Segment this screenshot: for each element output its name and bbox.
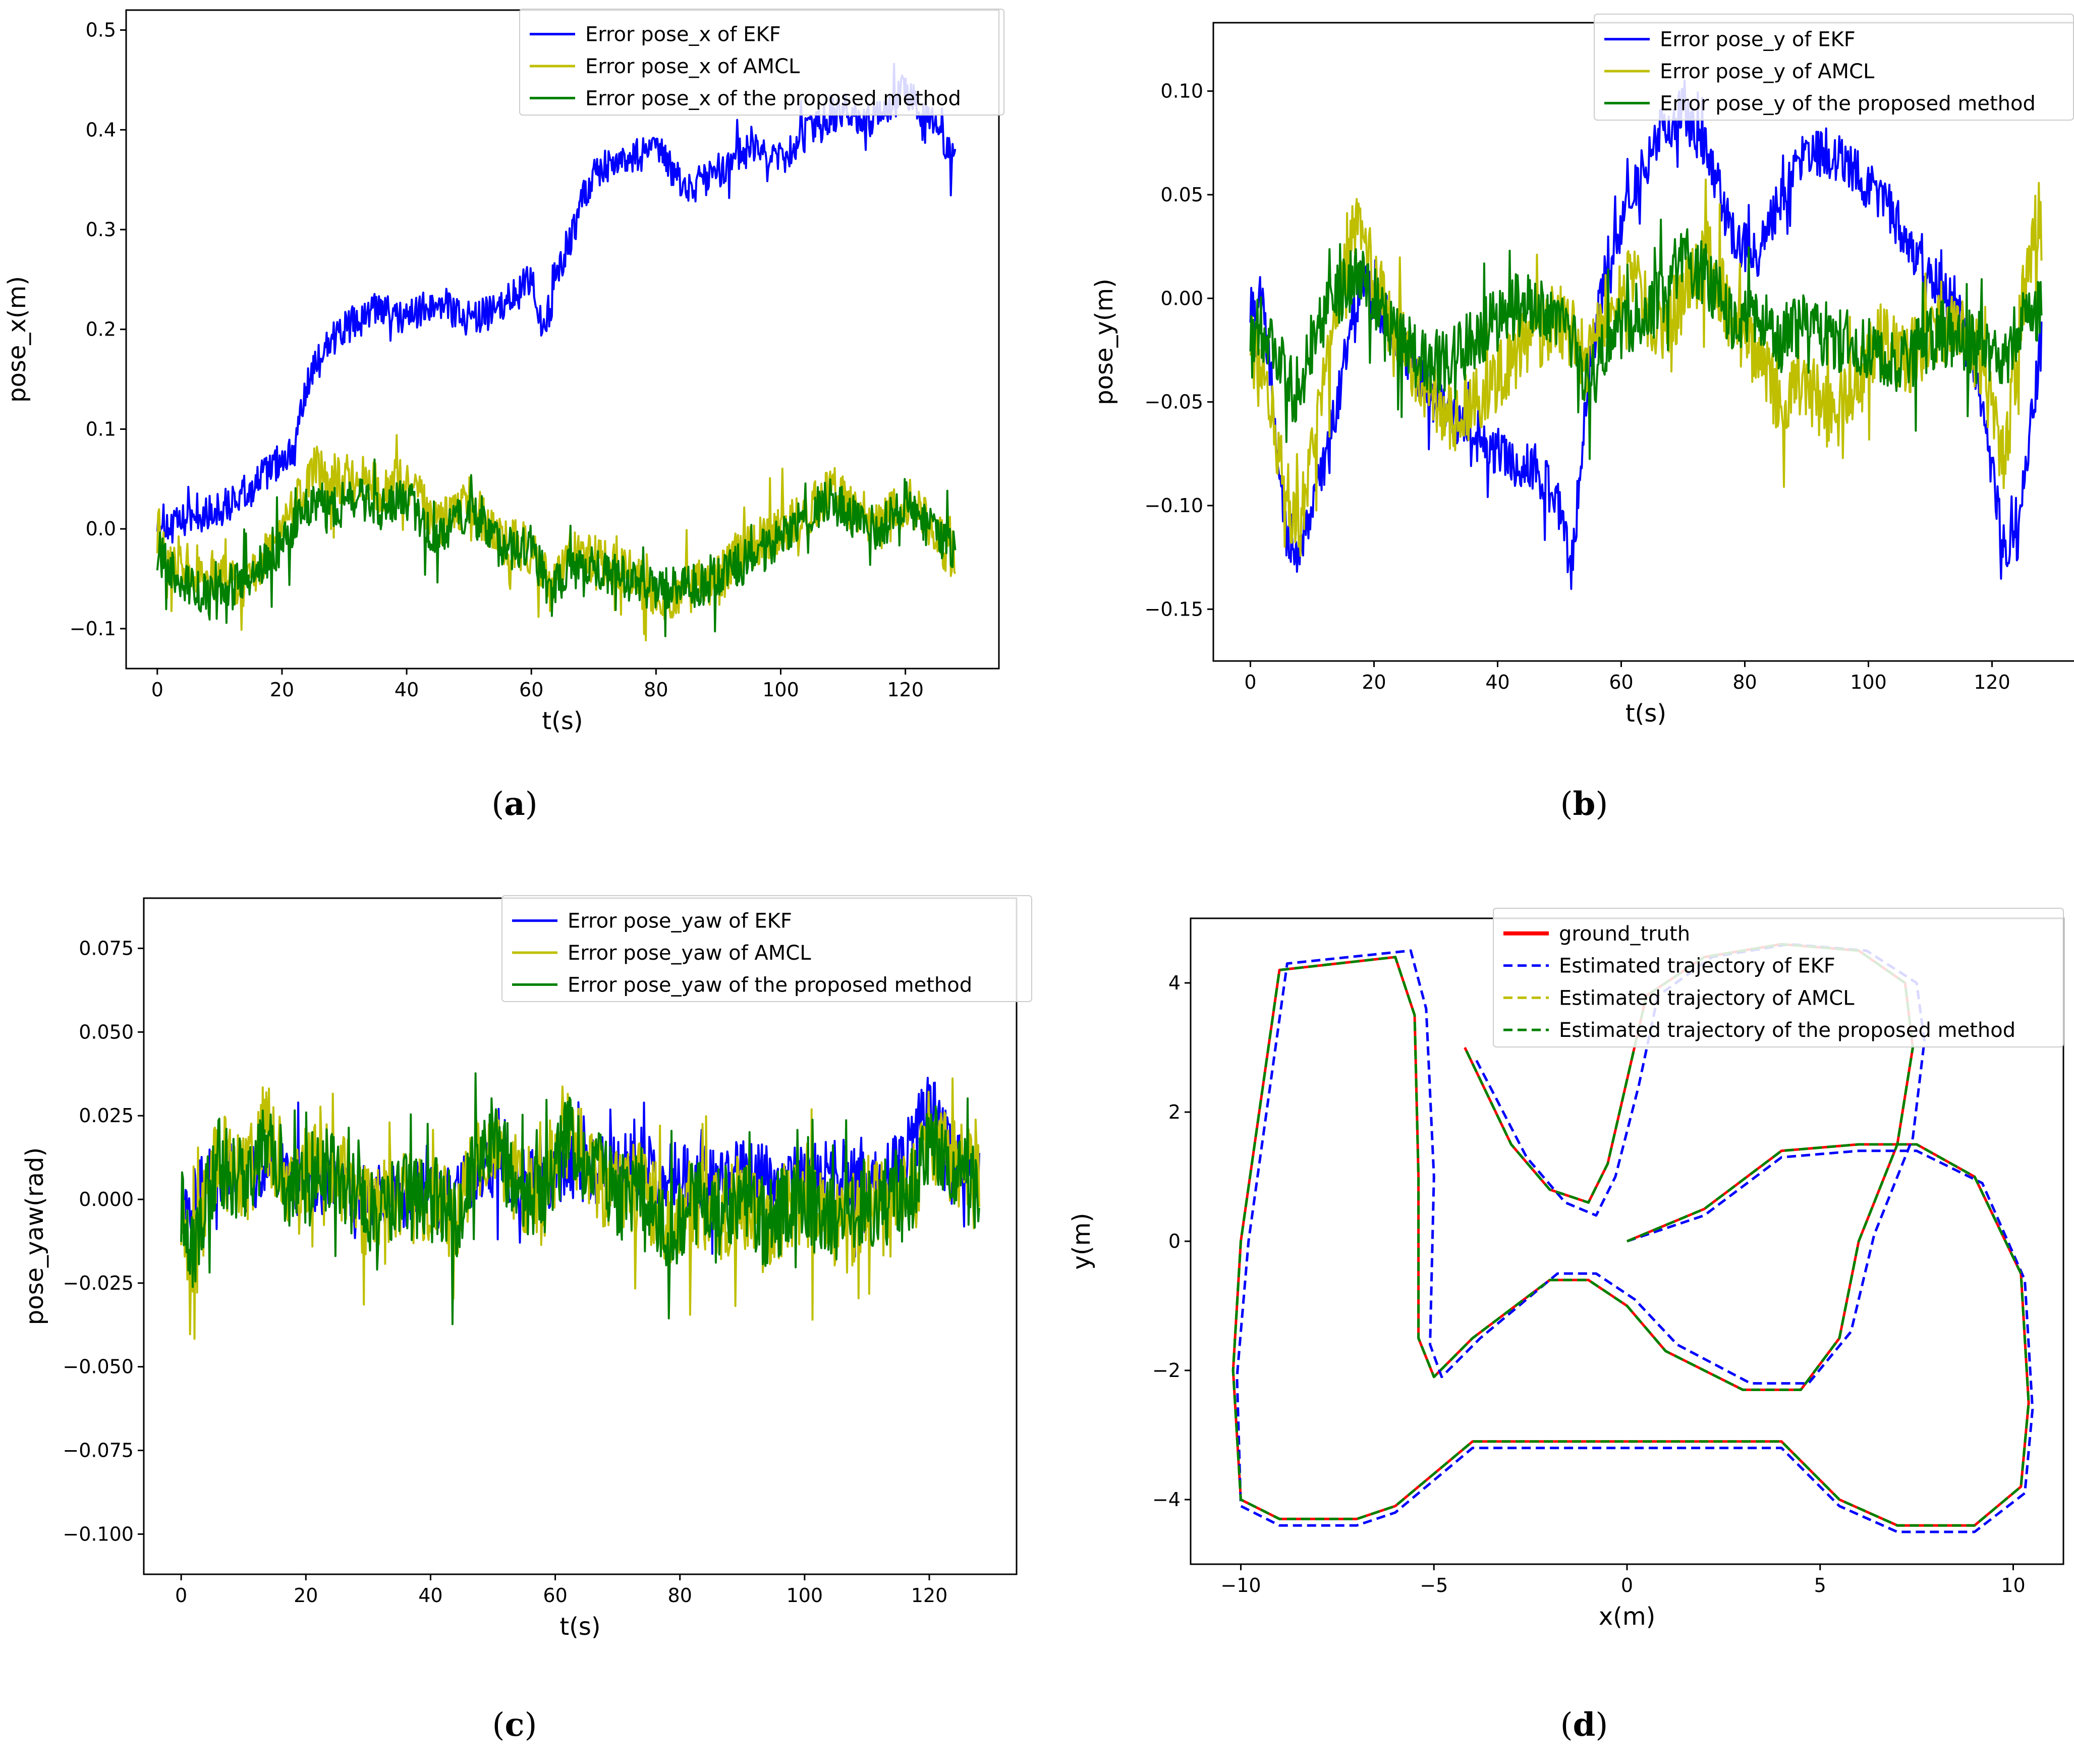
legend-box — [1594, 14, 2074, 121]
series-line-d-3 — [1231, 943, 2030, 1527]
panel-c: 0 20 40 60 80 100 120 −0.100 −0.075 −0.050 −0.025 0… — [21, 895, 1032, 1744]
y-axis-label: pose_y(m) — [1090, 279, 1118, 405]
x-tick-label: 100 — [762, 679, 799, 701]
x-tick-label: 120 — [887, 679, 924, 701]
y-tick-label: 0.05 — [1160, 184, 1203, 206]
y-tick-label: 4 — [1168, 972, 1181, 994]
panel-b: 0 20 40 60 80 100 120 −0.15 −0.10 −0.05 0.00 0.05 0.… — [1090, 14, 2074, 823]
y-tick-label: −0.10 — [1145, 494, 1203, 517]
y-tick-label: 0.0 — [86, 518, 116, 540]
x-axis-label: x(m) — [1599, 1603, 1656, 1631]
x-tick-label: 40 — [395, 679, 419, 701]
x-tick-label: 20 — [270, 679, 294, 701]
x-tick-label: 60 — [543, 1584, 567, 1607]
x-tick-label: 0 — [175, 1584, 187, 1607]
y-tick-label: −0.050 — [63, 1356, 134, 1378]
x-tick-label: 0 — [1621, 1574, 1633, 1596]
legend-entry: Error pose_y of EKF — [1660, 28, 1856, 51]
y-tick-label: −0.15 — [1145, 598, 1203, 620]
legend-entry: Error pose_yaw of EKF — [568, 910, 792, 933]
y-tick-label: −0.1 — [70, 618, 116, 640]
x-tick-label: 60 — [1609, 671, 1633, 693]
x-axis-label: t(s) — [542, 707, 583, 735]
x-tick-label: 0 — [1244, 671, 1256, 693]
x-tick-label: 40 — [418, 1584, 442, 1607]
x-tick-label: 100 — [1850, 671, 1887, 693]
legend-entry: Estimated trajectory of AMCL — [1559, 986, 1855, 1010]
legend-entry: Estimated trajectory of the proposed met… — [1559, 1019, 2015, 1042]
y-tick-label: 0.000 — [79, 1188, 134, 1210]
x-tick-label: −10 — [1220, 1574, 1261, 1596]
panel-a: 0 20 40 60 80 100 120 −0.1 0.0 0.1 0.2 0.3 0.4 0.5 t(s… — [3, 9, 1004, 823]
y-tick-label: −0.075 — [63, 1440, 134, 1462]
y-tick-label: 0.00 — [1160, 287, 1203, 309]
x-tick-label: 60 — [519, 679, 543, 701]
x-axis-label: t(s) — [1625, 699, 1666, 728]
y-axis-label: pose_yaw(rad) — [21, 1147, 49, 1326]
y-tick-label: −0.025 — [63, 1272, 134, 1294]
plot-area-a — [156, 63, 957, 641]
y-tick-label: 0 — [1168, 1230, 1181, 1252]
y-tick-label: 0.3 — [86, 218, 116, 241]
panel-caption: (c) — [492, 1706, 537, 1744]
y-tick-label: −0.05 — [1145, 391, 1203, 413]
y-tick-label: 2 — [1168, 1101, 1181, 1123]
x-tick-label: 100 — [787, 1584, 823, 1607]
legend-d: ground_truth Estimated trajectory of EKF E… — [1493, 908, 2064, 1048]
x-axis-label: t(s) — [559, 1613, 600, 1641]
x-tick-label: 120 — [911, 1584, 948, 1607]
panel-caption: (a) — [491, 785, 537, 823]
plot-area-b — [1249, 79, 2043, 590]
x-tick-label: 20 — [1362, 671, 1386, 693]
y-tick-label: 0.10 — [1160, 80, 1203, 102]
series-line-c-2 — [180, 1072, 980, 1326]
y-tick-label: −0.100 — [63, 1523, 134, 1545]
legend-entry: Error pose_y of AMCL — [1660, 60, 1875, 83]
legend-a: Error pose_x of EKF Error pose_x of AMCL E… — [519, 9, 1004, 116]
legend-entry: Error pose_yaw of the proposed method — [568, 973, 972, 997]
y-tick-label: 0.2 — [86, 318, 116, 341]
y-tick-label: 0.025 — [79, 1105, 134, 1127]
series-line-b-2 — [1249, 218, 2043, 460]
y-tick-label: 0.5 — [86, 19, 116, 41]
series-line-a-0 — [156, 63, 957, 544]
y-tick-label: −2 — [1152, 1359, 1181, 1382]
panel-caption: (d) — [1560, 1706, 1608, 1744]
y-tick-label: −4 — [1152, 1489, 1181, 1511]
legend-c: Error pose_yaw of EKF Error pose_yaw of A… — [501, 895, 1032, 1002]
legend-entry: Error pose_x of AMCL — [585, 55, 800, 78]
x-tick-label: 80 — [1732, 671, 1757, 693]
legend-entry: Error pose_y of the proposed method — [1660, 92, 2036, 115]
x-tick-label: 0 — [151, 679, 163, 701]
y-axis-label: pose_x(m) — [3, 276, 31, 403]
legend-entry: ground_truth — [1559, 922, 1690, 946]
legend-box — [519, 9, 1004, 116]
plot-area-c — [180, 1072, 980, 1340]
x-tick-label: 20 — [294, 1584, 318, 1607]
y-tick-label: 0.4 — [86, 119, 116, 141]
x-tick-label: 80 — [644, 679, 668, 701]
panel-d: −10 −5 0 5 10 −4 −2 0 2 4 x(m) y(m) ground_truth Esti… — [1068, 908, 2064, 1744]
series-line-c-1 — [180, 1077, 980, 1340]
x-tick-label: 120 — [1974, 671, 2010, 693]
series-line-a-2 — [156, 458, 957, 637]
y-tick-label: 0.075 — [79, 938, 134, 960]
x-tick-label: 5 — [1814, 1574, 1826, 1596]
x-tick-label: 10 — [2001, 1574, 2025, 1596]
x-tick-label: −5 — [1420, 1574, 1448, 1596]
legend-box — [1493, 908, 2064, 1048]
legend-entry: Error pose_x of EKF — [585, 23, 781, 46]
legend-box — [501, 895, 1032, 1002]
x-tick-label: 40 — [1485, 671, 1509, 693]
legend-b: Error pose_y of EKF Error pose_y of AMCL E… — [1594, 14, 2074, 121]
y-axis-label: y(m) — [1068, 1213, 1096, 1270]
legend-entry: Error pose_x of the proposed method — [585, 87, 961, 110]
x-tick-label: 80 — [668, 1584, 692, 1607]
panel-caption: (b) — [1560, 785, 1608, 823]
y-tick-label: 0.1 — [86, 418, 116, 440]
legend-entry: Estimated trajectory of EKF — [1559, 955, 1835, 978]
y-tick-label: 0.050 — [79, 1021, 134, 1043]
legend-entry: Error pose_yaw of AMCL — [568, 942, 811, 965]
